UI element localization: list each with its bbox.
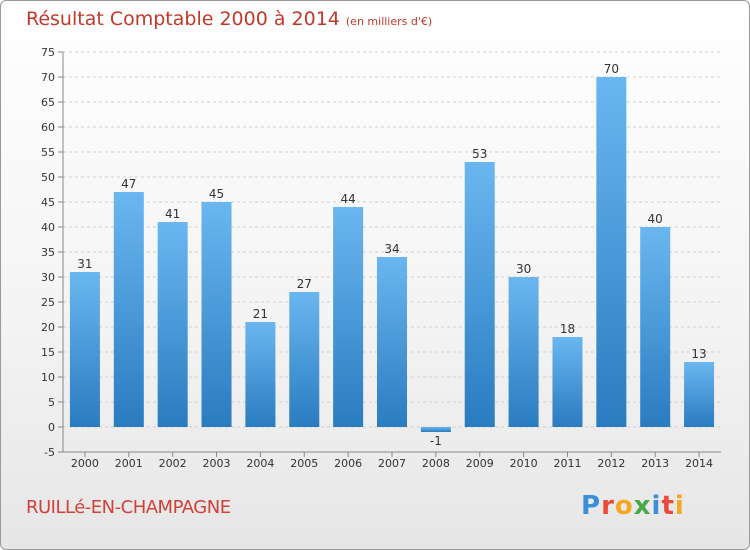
y-tick-label: -5: [44, 446, 55, 459]
y-tick-label: 5: [48, 396, 55, 409]
y-tick-label: 35: [41, 246, 55, 259]
y-tick-label: 65: [41, 96, 55, 109]
x-tick-label: 2013: [641, 457, 669, 470]
y-tick-label: 55: [41, 146, 55, 159]
x-tick-label: 2002: [159, 457, 187, 470]
x-tick-label: 2011: [553, 457, 581, 470]
y-tick-label: 50: [41, 171, 55, 184]
x-tick-label: 2004: [246, 457, 274, 470]
data-label: 47: [121, 177, 136, 191]
data-label: 31: [77, 257, 92, 271]
bar: [377, 257, 407, 427]
chart-title-text: Résultat Comptable 2000 à 2014: [26, 8, 340, 30]
bar: [508, 277, 539, 427]
data-label: 21: [253, 307, 268, 321]
data-label: 44: [340, 192, 355, 206]
data-label: 30: [516, 262, 531, 276]
bar: [333, 207, 364, 427]
chart-title: Résultat Comptable 2000 à 2014 (en millie…: [26, 8, 432, 30]
y-tick-label: 25: [41, 296, 55, 309]
bar: [596, 77, 627, 427]
bar: [201, 202, 232, 427]
x-tick-label: 2008: [422, 457, 450, 470]
x-tick-label: 2009: [466, 457, 494, 470]
logo-letter: t: [661, 491, 675, 521]
y-tick-label: 10: [41, 371, 55, 384]
y-tick-label: 40: [41, 221, 55, 234]
x-tick-label: 2014: [685, 457, 713, 470]
data-label: 53: [472, 147, 487, 161]
bar: [640, 227, 671, 427]
x-tick-label: 2006: [334, 457, 362, 470]
data-label: 13: [691, 347, 706, 361]
logo-letter: r: [601, 491, 615, 521]
logo-letter: o: [614, 491, 634, 521]
x-tick-label: 2001: [115, 457, 143, 470]
data-label: 27: [297, 277, 312, 291]
chart-unit-text: (en milliers d'€): [345, 15, 433, 28]
bar: [289, 292, 320, 427]
bar: [245, 322, 276, 427]
bar: [69, 272, 100, 427]
y-tick-label: 60: [41, 121, 55, 134]
proxiti-logo[interactable]: Proxiti: [581, 491, 685, 521]
x-tick-label: 2012: [597, 457, 625, 470]
bar: [420, 427, 451, 432]
data-label: 45: [209, 187, 224, 201]
bar: [157, 222, 188, 427]
y-tick-label: 70: [41, 71, 55, 84]
y-tick-label: 30: [41, 271, 55, 284]
data-label: -1: [430, 434, 442, 448]
x-tick-label: 2003: [203, 457, 231, 470]
y-tick-label: 20: [41, 321, 55, 334]
y-tick-label: 15: [41, 346, 55, 359]
data-label: 34: [384, 242, 399, 256]
x-tick-label: 2000: [71, 457, 99, 470]
logo-letter: i: [651, 491, 662, 521]
bar: [552, 337, 583, 427]
y-tick-label: 0: [48, 421, 55, 434]
bar: [464, 162, 495, 427]
logo-letter: i: [674, 491, 685, 521]
commune-name: RUILLé-EN-CHAMPAGNE: [26, 497, 231, 518]
data-label: 18: [560, 322, 575, 336]
data-label: 40: [648, 212, 663, 226]
data-label: 70: [604, 62, 619, 76]
y-tick-label: 75: [41, 46, 55, 59]
y-tick-label: 45: [41, 196, 55, 209]
x-tick-label: 2007: [378, 457, 406, 470]
logo-letter: P: [581, 491, 602, 521]
bar: [684, 362, 715, 427]
logo-letter: x: [633, 491, 652, 521]
x-tick-label: 2005: [290, 457, 318, 470]
x-tick-label: 2010: [510, 457, 538, 470]
data-label: 41: [165, 207, 180, 221]
bar: [113, 192, 144, 427]
